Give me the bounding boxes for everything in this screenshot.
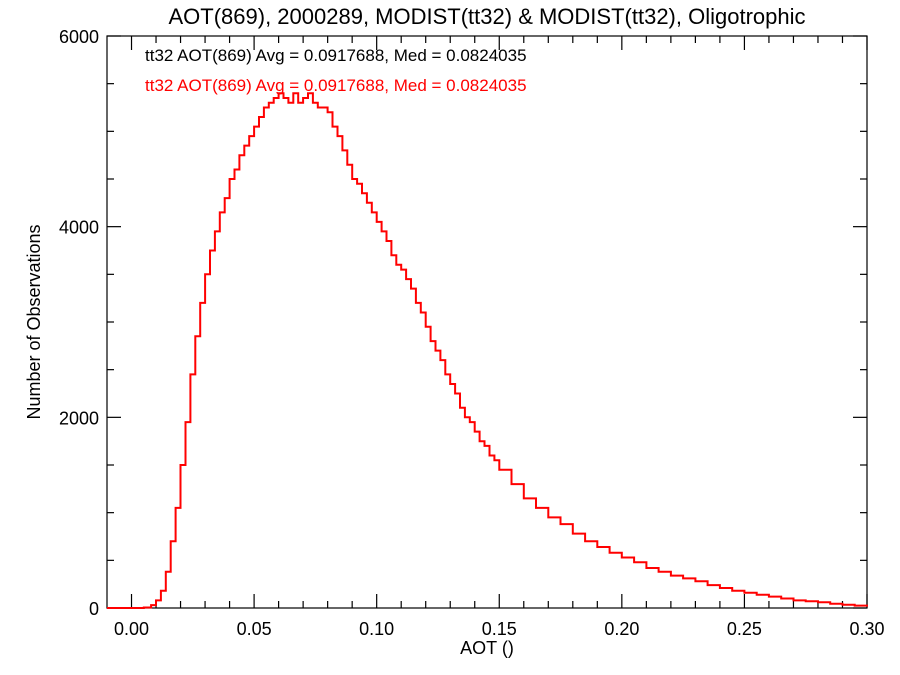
x-tick-label: 0.30 <box>849 619 884 639</box>
y-tick-label: 6000 <box>59 27 99 47</box>
x-axis-label: AOT () <box>460 638 514 658</box>
y-tick-label: 4000 <box>59 218 99 238</box>
annotation-red-stats: tt32 AOT(869) Avg = 0.0917688, Med = 0.0… <box>145 76 527 95</box>
x-tick-label: 0.20 <box>604 619 639 639</box>
y-tick-label: 0 <box>89 599 99 619</box>
chart-title: AOT(869), 2000289, MODIST(tt32) & MODIST… <box>169 4 806 29</box>
x-tick-label: 0.10 <box>359 619 394 639</box>
x-tick-label: 0.00 <box>114 619 149 639</box>
y-tick-label: 2000 <box>59 408 99 428</box>
plot-frame <box>106 35 868 609</box>
x-tick-label: 0.25 <box>727 619 762 639</box>
axis-tick-labels: 0.00 0.05 0.10 0.15 0.20 0.25 0.30 0 2000 4000 600… <box>59 27 885 639</box>
y-axis-label: Number of Observations <box>24 224 44 419</box>
x-tick-label: 0.05 <box>237 619 272 639</box>
histogram-step-series-0 <box>107 92 868 609</box>
annotation-black-stats: tt32 AOT(869) Avg = 0.0917688, Med = 0.0… <box>145 46 527 65</box>
x-tick-label: 0.15 <box>482 619 517 639</box>
axis-ticks <box>107 35 868 609</box>
series-layer <box>107 92 868 609</box>
